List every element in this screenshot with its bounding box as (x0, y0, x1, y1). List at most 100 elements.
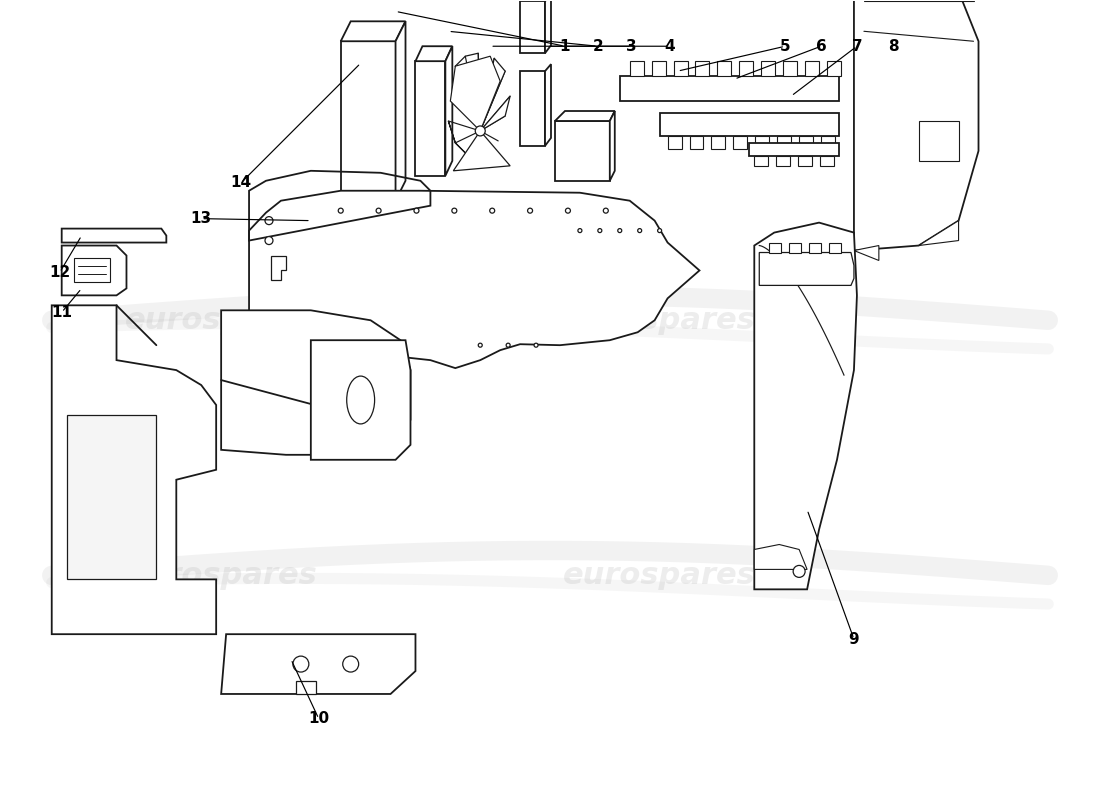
Circle shape (603, 208, 608, 213)
Polygon shape (311, 340, 410, 460)
Polygon shape (660, 113, 839, 136)
Polygon shape (717, 61, 732, 76)
Circle shape (618, 229, 621, 233)
Polygon shape (829, 242, 842, 253)
Polygon shape (481, 96, 510, 131)
Circle shape (535, 343, 538, 347)
Polygon shape (712, 136, 725, 149)
Polygon shape (755, 545, 807, 570)
Polygon shape (67, 415, 156, 579)
Polygon shape (651, 61, 666, 76)
Text: eurospares: eurospares (563, 306, 756, 334)
Circle shape (528, 208, 532, 213)
Polygon shape (690, 136, 704, 149)
Polygon shape (296, 681, 316, 694)
Polygon shape (556, 121, 609, 181)
Polygon shape (249, 190, 700, 368)
Polygon shape (778, 136, 791, 149)
Circle shape (376, 208, 381, 213)
Polygon shape (221, 634, 416, 694)
Polygon shape (759, 253, 854, 286)
Polygon shape (481, 58, 505, 131)
Polygon shape (799, 136, 813, 149)
Polygon shape (695, 61, 710, 76)
Polygon shape (783, 61, 798, 76)
Polygon shape (918, 221, 958, 246)
Polygon shape (761, 61, 776, 76)
Polygon shape (74, 258, 110, 282)
Polygon shape (544, 0, 551, 54)
Polygon shape (271, 255, 286, 281)
Circle shape (638, 229, 641, 233)
Circle shape (578, 229, 582, 233)
Polygon shape (810, 242, 821, 253)
Polygon shape (556, 111, 615, 121)
Circle shape (343, 656, 359, 672)
Circle shape (452, 208, 456, 213)
Polygon shape (450, 56, 500, 131)
Text: 8: 8 (889, 38, 899, 54)
Polygon shape (446, 46, 452, 176)
Polygon shape (755, 156, 768, 166)
Text: eurospares: eurospares (124, 561, 318, 590)
Polygon shape (52, 306, 217, 634)
Text: eurospares: eurospares (563, 561, 756, 590)
Text: 7: 7 (851, 38, 862, 54)
Text: 1: 1 (560, 38, 570, 54)
Text: 3: 3 (626, 38, 637, 54)
Polygon shape (854, 246, 879, 261)
Polygon shape (609, 111, 615, 181)
Polygon shape (749, 143, 839, 156)
Text: 14: 14 (231, 175, 252, 190)
Circle shape (265, 217, 273, 225)
Polygon shape (756, 136, 769, 149)
Text: 10: 10 (308, 711, 329, 726)
Polygon shape (734, 136, 747, 149)
Circle shape (414, 208, 419, 213)
Polygon shape (821, 136, 835, 149)
Polygon shape (827, 61, 842, 76)
Polygon shape (755, 222, 857, 590)
Text: eurospares: eurospares (124, 306, 318, 334)
Circle shape (490, 208, 495, 213)
Polygon shape (769, 242, 781, 253)
Polygon shape (854, 0, 979, 250)
Circle shape (597, 229, 602, 233)
Polygon shape (62, 229, 166, 242)
Circle shape (793, 566, 805, 578)
Polygon shape (453, 131, 510, 170)
Text: 4: 4 (664, 38, 675, 54)
Polygon shape (221, 310, 410, 455)
Polygon shape (341, 42, 396, 201)
Polygon shape (416, 61, 446, 176)
Polygon shape (673, 61, 688, 76)
Polygon shape (396, 22, 406, 201)
Text: 11: 11 (52, 305, 73, 320)
Polygon shape (789, 242, 801, 253)
Circle shape (265, 237, 273, 245)
Polygon shape (416, 46, 452, 61)
Polygon shape (821, 156, 834, 166)
Polygon shape (799, 156, 812, 166)
Polygon shape (520, 71, 544, 146)
Text: 2: 2 (593, 38, 603, 54)
Text: 6: 6 (816, 38, 826, 54)
Circle shape (475, 126, 485, 136)
Polygon shape (544, 64, 551, 146)
Polygon shape (62, 246, 126, 295)
Circle shape (338, 208, 343, 213)
Polygon shape (918, 121, 958, 161)
Circle shape (293, 656, 309, 672)
Circle shape (565, 208, 571, 213)
Polygon shape (805, 61, 820, 76)
Circle shape (506, 343, 510, 347)
Text: 12: 12 (50, 265, 70, 280)
Circle shape (658, 229, 661, 233)
Polygon shape (341, 22, 406, 42)
Polygon shape (520, 2, 544, 54)
Polygon shape (668, 136, 682, 149)
Text: 13: 13 (190, 211, 212, 226)
Polygon shape (619, 76, 839, 101)
Text: 5: 5 (780, 38, 791, 54)
Polygon shape (629, 61, 644, 76)
